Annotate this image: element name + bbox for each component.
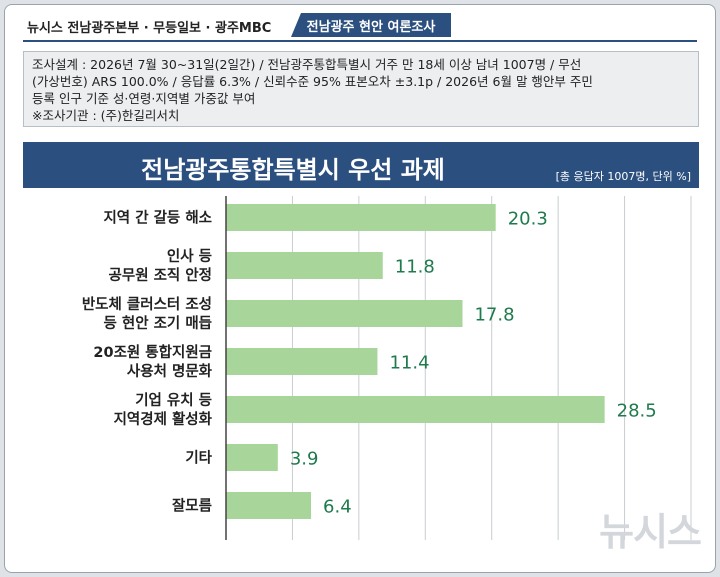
bar [226, 252, 383, 279]
publishers-label: 뉴시스 전남광주본부 · 무등일보 · 광주MBC [27, 21, 272, 36]
value-label: 6.4 [323, 497, 352, 518]
survey-line: 등록 인구 기준 성·연령·지역별 가중값 부여 [32, 91, 256, 106]
chart-plot-area: 20.3 지역 간 갈등 해소 11.8 인사 등 공무원 조직 안정 17.8 반도체 클… [23, 188, 699, 552]
value-label: 11.4 [389, 353, 429, 374]
bar [226, 300, 463, 327]
category-label: 공무원 조직 안정 [109, 266, 212, 284]
bar [226, 348, 378, 375]
bar [226, 444, 278, 471]
value-label: 17.8 [474, 305, 514, 326]
header-divider [23, 40, 697, 42]
survey-line: (가상번호) ARS 100.0% / 응답률 6.3% / 신뢰수준 95% … [32, 74, 593, 89]
category-label: 반도체 클러스터 조성 [82, 295, 212, 313]
category-label: 지역경제 활성화 [114, 410, 213, 428]
bar [226, 396, 605, 423]
value-label: 11.8 [395, 257, 435, 278]
category-label: 잘모름 [172, 497, 212, 515]
category-label: 사용처 명문화 [127, 362, 213, 380]
unit-note: [총 응답자 1007명, 단위 %] [555, 170, 691, 183]
value-label: 3.9 [290, 449, 319, 470]
watermark-logo: 뉴시스 [599, 510, 702, 554]
category-label: 기업 유치 등 [135, 392, 212, 409]
bar [226, 492, 312, 519]
category-label: 기타 [185, 450, 212, 467]
category-label: 등 현안 조기 매듭 [103, 314, 212, 332]
bar [226, 204, 496, 231]
survey-line: ※조사기관 : (주)한길리서치 [32, 108, 180, 123]
value-label: 20.3 [508, 209, 548, 230]
category-label: 20조원 통합지원금 [93, 344, 212, 361]
survey-line: 조사설계 : 2026년 7월 30~31일(2일간) / 전남광주통합특별시 … [32, 57, 582, 72]
chart-title: 전남광주통합특별시 우선 과제 [141, 156, 445, 184]
series-badge: 전남광주 현안 여론조사 [291, 13, 451, 37]
survey-info-box: 조사설계 : 2026년 7월 30~31일(2일간) / 전남광주통합특별시 … [23, 51, 699, 127]
category-label: 인사 등 [167, 247, 212, 265]
chart-title-bar: 전남광주통합특별시 우선 과제 [총 응답자 1007명, 단위 %] [23, 142, 699, 188]
category-label: 지역 간 갈등 해소 [103, 210, 212, 227]
value-label: 28.5 [617, 401, 657, 422]
infographic-frame: 뉴시스 전남광주본부 · 무등일보 · 광주MBC 전남광주 현안 여론조사 조… [4, 4, 716, 573]
